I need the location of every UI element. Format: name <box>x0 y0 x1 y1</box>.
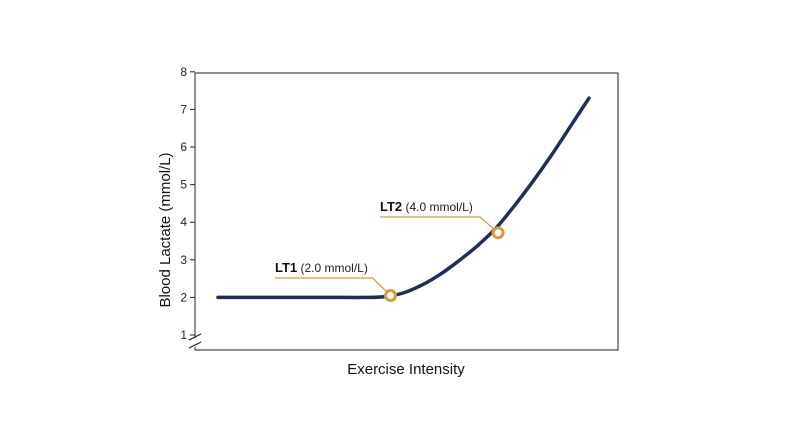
lt2-marker <box>491 226 505 240</box>
y-axis-title: Blood Lactate (mmol/L) <box>157 152 174 307</box>
lt1-leader-line <box>275 277 391 296</box>
y-tick-label-4: 4 <box>180 215 187 229</box>
lt2-label-name: LT2 <box>380 199 402 214</box>
lt1-label-name: LT1 <box>275 260 297 275</box>
x-axis-title: Exercise Intensity <box>347 361 465 378</box>
y-tick-label-8: 8 <box>180 65 187 79</box>
lt1-label: LT1 (2.0 mmol/L) <box>275 260 368 275</box>
lt1-label-value: (2.0 mmol/L) <box>297 261 368 275</box>
y-axis-ticks: 1 2 3 4 5 6 7 8 <box>180 65 195 342</box>
y-tick-label-6: 6 <box>180 140 187 154</box>
threshold-annotations: LT1 (2.0 mmol/L) LT2 (4.0 mmol/L) <box>275 199 505 303</box>
y-tick-label-1: 1 <box>180 328 187 342</box>
axis-break-slash-lower <box>188 341 202 349</box>
y-tick-label-7: 7 <box>180 102 187 116</box>
plot-frame <box>194 72 619 351</box>
series-line <box>216 96 591 300</box>
y-axis-break <box>188 333 202 349</box>
y-tick-label-2: 2 <box>180 290 187 304</box>
y-tick-label-5: 5 <box>180 178 187 192</box>
lt2-label: LT2 (4.0 mmol/L) <box>380 199 473 214</box>
axis-break-slash-upper <box>188 333 202 341</box>
lt1-marker <box>384 289 398 303</box>
lt2-label-value: (4.0 mmol/L) <box>402 200 473 214</box>
lt2-leader-line <box>380 216 499 234</box>
y-tick-label-3: 3 <box>180 253 187 267</box>
